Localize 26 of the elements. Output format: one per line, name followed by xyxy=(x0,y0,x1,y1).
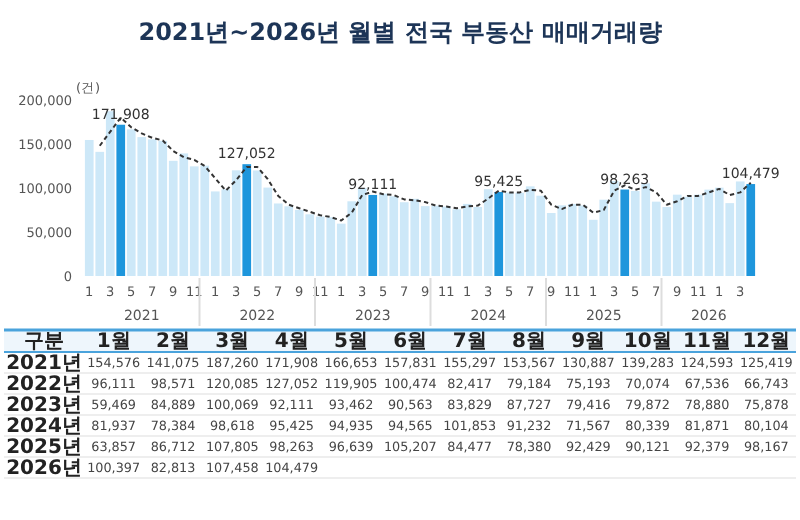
bar xyxy=(746,184,756,276)
y-tick-label: 2025년 xyxy=(6,437,82,460)
x-tick-label: 3월 xyxy=(215,331,250,354)
y-tick-label: 2023년 xyxy=(6,395,82,418)
x-tick-label: 4월 xyxy=(274,331,309,354)
x-tick-label: 9월 xyxy=(571,331,606,354)
bar xyxy=(620,189,630,276)
y-axis-title: 구분 xyxy=(24,331,64,354)
x-tick-label: 8월 xyxy=(512,331,546,354)
x-tick-label: 12월 xyxy=(742,331,791,354)
bar xyxy=(494,192,504,276)
x-tick-label: 11월 xyxy=(683,331,731,354)
x-tick-label: 2월 xyxy=(156,331,190,354)
x-tick-label: 5월 xyxy=(334,331,368,354)
bar xyxy=(116,124,126,276)
chart-title: 2021년~2026년 월별 전국 부동산 매매거래량 xyxy=(138,18,662,46)
x-tick-label: 6월 xyxy=(393,331,428,354)
x-tick-label: 7월 xyxy=(452,331,487,354)
y-tick-label: 2022년 xyxy=(6,374,82,397)
bar xyxy=(368,194,378,276)
x-tick-label: 1월 xyxy=(96,331,131,354)
x-tick-label: 10월 xyxy=(623,331,672,354)
y-tick-label: 2026년 xyxy=(6,458,82,481)
y-tick-label: 2024년 xyxy=(6,416,82,439)
bar xyxy=(242,164,252,276)
y-tick-label: 2021년 xyxy=(6,353,82,376)
